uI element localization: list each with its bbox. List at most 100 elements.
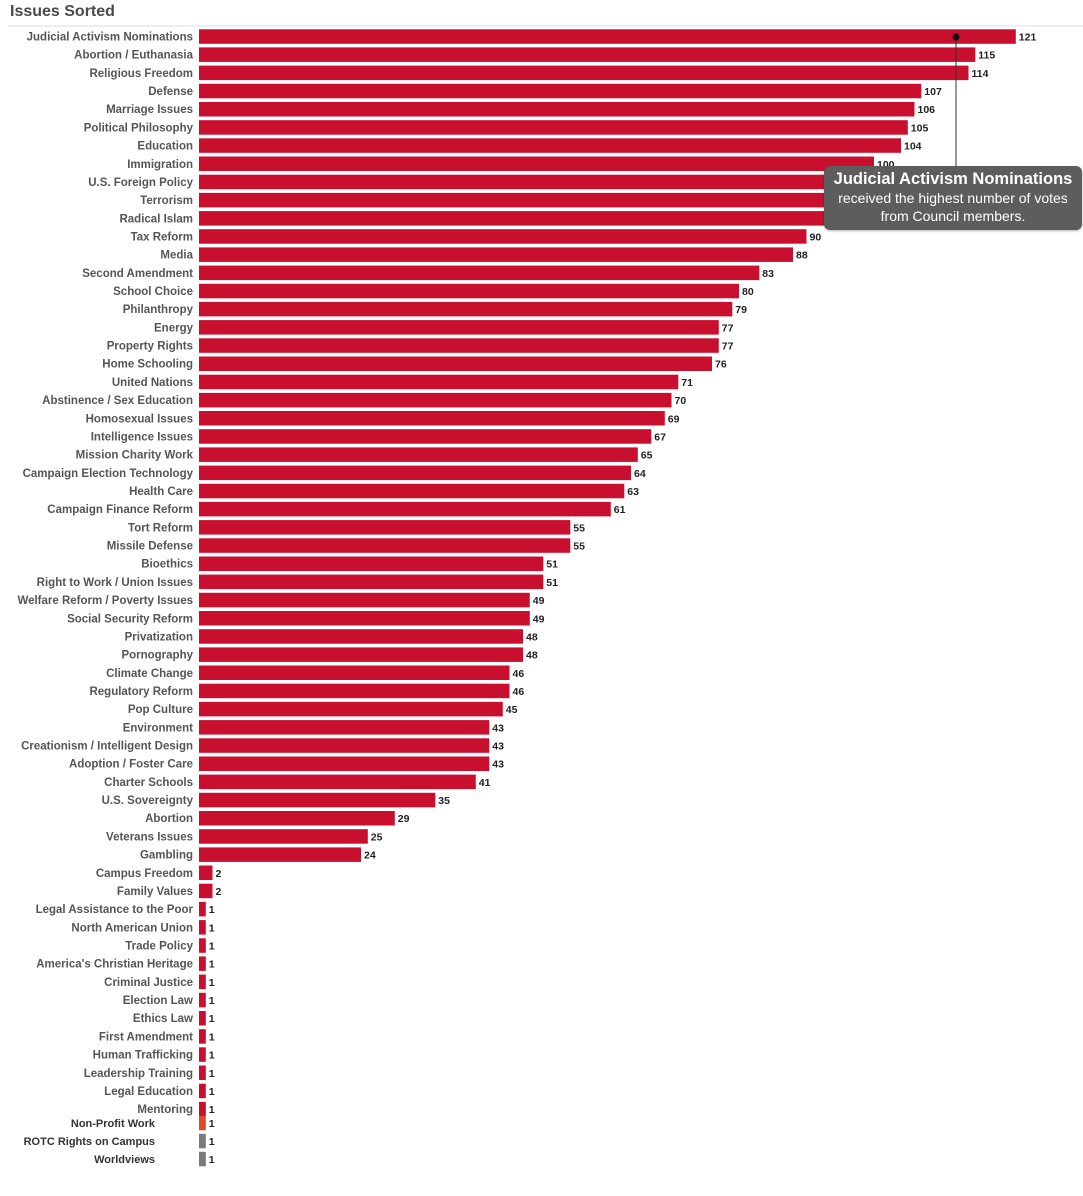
category-label-family-values: Family Values [117,886,193,898]
value-label-america-s-christian-heritage: 1 [209,959,215,971]
category-label-abortion-euthanasia: Abortion / Euthanasia [74,50,193,62]
bar-property-rights[interactable] [199,338,719,353]
bar-pornography[interactable] [199,647,523,662]
value-label-defense: 107 [924,86,942,98]
bar-judicial-activism-nominations[interactable] [199,29,1016,44]
bar-climate-change[interactable] [199,665,510,681]
category-label-criminal-justice: Criminal Justice [104,977,193,989]
value-label-abstinence-sex-education: 70 [675,395,687,407]
bar-right-to-work-union-issues[interactable] [199,574,544,590]
bar-first-amendment[interactable] [199,1029,206,1044]
bar-ethics-law[interactable] [199,1011,206,1026]
value-label-campaign-finance-reform: 61 [614,504,626,516]
bar-social-security-reform[interactable] [199,611,530,626]
value-label-intelligence-issues: 67 [654,432,666,444]
bar-education[interactable] [199,138,901,153]
bar-mission-charity-work[interactable] [199,447,638,462]
bar-worldviews[interactable] [199,1151,206,1167]
bar-philanthropy[interactable] [199,301,733,317]
bar-terrorism[interactable] [199,192,841,208]
bar-leadership-training[interactable] [199,1065,206,1081]
category-label-political-philosophy: Political Philosophy [84,122,194,134]
category-label-first-amendment: First Amendment [99,1031,193,1043]
bar-abortion-euthanasia[interactable] [199,47,976,62]
callout-title: Judicial Activism Nominations [833,170,1073,188]
bar-privatization[interactable] [199,629,523,644]
category-label-creationism-intelligent-design: Creationism / Intelligent Design [21,741,193,753]
bar-abortion[interactable] [199,811,395,826]
bar-homosexual-issues[interactable] [199,411,665,426]
category-label-immigration: Immigration [127,159,193,171]
bar-criminal-justice[interactable] [199,974,206,990]
bar-u-s-sovereignty[interactable] [199,792,436,808]
category-label-tax-reform: Tax Reform [131,232,193,244]
callout-text: received the highest number of votes fro… [838,190,1068,224]
value-label-election-law: 1 [209,995,215,1007]
bar-defense[interactable] [199,83,922,99]
bar-welfare-reform-poverty-issues[interactable] [199,592,530,608]
chart-title: Issues Sorted [10,3,115,20]
bar-tax-reform[interactable] [199,229,807,244]
value-label-property-rights: 77 [722,341,734,353]
bar-north-american-union[interactable] [199,920,206,935]
bar-marriage-issues[interactable] [199,102,915,117]
value-label-second-amendment: 83 [762,268,774,280]
bar-tort-reform[interactable] [199,520,571,535]
category-label-second-amendment: Second Amendment [82,268,193,280]
bar-abstinence-sex-education[interactable] [199,392,672,408]
bar-mentoring[interactable] [199,1101,206,1117]
bar-bioethics[interactable] [199,556,544,572]
bar-rotc-rights-on-campus[interactable] [199,1133,206,1149]
value-label-pop-culture: 45 [506,704,518,716]
bar-non-profit-work[interactable] [199,1115,206,1131]
bar-united-nations[interactable] [199,374,679,390]
bar-immigration[interactable] [199,156,874,172]
category-label-gambling: Gambling [140,850,193,862]
bar-health-care[interactable] [199,483,625,499]
bar-radical-islam[interactable] [199,211,827,226]
bar-campus-freedom[interactable] [199,865,213,881]
bar-intelligence-issues[interactable] [199,429,652,444]
category-label-pop-culture: Pop Culture [128,704,193,716]
category-label-regulatory-reform: Regulatory Reform [89,686,193,698]
bar-gambling[interactable] [199,847,361,862]
bar-energy[interactable] [199,320,719,335]
bar-creationism-intelligent-design[interactable] [199,738,490,753]
bar-family-values[interactable] [199,883,213,899]
value-label-pornography: 48 [526,650,538,662]
bar-pop-culture[interactable] [199,701,503,717]
bar-religious-freedom[interactable] [199,65,969,81]
bar-charter-schools[interactable] [199,774,476,790]
bars-layer [199,29,1016,1167]
bar-school-choice[interactable] [199,283,739,299]
bar-veterans-issues[interactable] [199,829,368,844]
value-label-veterans-issues: 25 [371,831,383,843]
bar-political-philosophy[interactable] [199,120,908,135]
value-label-ethics-law: 1 [209,1013,215,1025]
bar-regulatory-reform[interactable] [199,683,510,699]
value-label-education: 104 [904,141,922,153]
bar-legal-assistance-to-the-poor[interactable] [199,901,206,917]
bar-environment[interactable] [199,720,490,735]
category-labels: Judicial Activism Nominations Abortion / … [17,32,193,1167]
value-label-north-american-union: 1 [209,922,215,934]
category-label-radical-islam: Radical Islam [119,213,193,225]
bar-home-schooling[interactable] [199,356,712,372]
value-label-bioethics: 51 [546,559,558,571]
bar-human-trafficking[interactable] [199,1047,206,1062]
bar-campaign-finance-reform[interactable] [199,501,611,517]
bar-trade-policy[interactable] [199,938,206,953]
category-label-health-care: Health Care [129,486,193,498]
bar-second-amendment[interactable] [199,265,760,281]
bar-missile-defense[interactable] [199,538,571,553]
category-label-united-nations: United Nations [112,377,193,389]
bar-america-s-christian-heritage[interactable] [199,956,206,971]
bar-u-s-foreign-policy[interactable] [199,174,841,190]
bar-legal-education[interactable] [199,1083,206,1099]
value-labels: 1211151141071061051041009088838079777776… [209,32,1037,1167]
bar-adoption-foster-care[interactable] [199,756,490,772]
bar-campaign-election-technology[interactable] [199,465,631,481]
bar-media[interactable] [199,247,793,262]
bar-election-law[interactable] [199,992,206,1008]
